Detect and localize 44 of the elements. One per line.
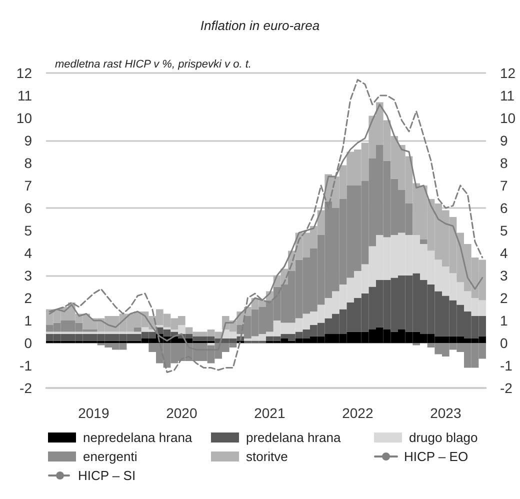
y2-tick-label: 4 xyxy=(500,245,508,261)
y-tick-label: 6 xyxy=(24,200,32,216)
y2-tick-label: 1 xyxy=(500,312,508,328)
y-tick-label: 3 xyxy=(24,268,32,284)
y-tick-label: 5 xyxy=(24,222,32,238)
y-tick-label: 11 xyxy=(17,88,32,104)
y-tick-label: 1 xyxy=(24,312,32,328)
legend-label: storitve xyxy=(246,449,288,464)
y2-tick-label: 0 xyxy=(500,335,508,351)
y2-tick-label: -2 xyxy=(500,380,513,396)
y-tick-label: -1 xyxy=(20,358,32,374)
x-tick-label: 2021 xyxy=(254,405,286,421)
y-tick-label: 2 xyxy=(24,290,32,306)
y2-tick-label: 11 xyxy=(500,88,515,104)
y2-tick-label: 6 xyxy=(500,200,508,216)
legend-label: HICP – EO xyxy=(404,449,468,464)
y-tick-label: 8 xyxy=(24,155,32,171)
y-tick-label: 10 xyxy=(16,110,32,126)
legend-label: predelana hrana xyxy=(246,430,342,445)
y-tick-label: 0 xyxy=(24,335,32,351)
x-tick-label: 2019 xyxy=(78,405,110,421)
x-tick-label: 2023 xyxy=(430,405,462,421)
y2-tick-label: 12 xyxy=(500,65,516,81)
y2-tick-label: 8 xyxy=(500,155,508,171)
legend-label: HICP – SI xyxy=(78,468,136,483)
y-tick-label: -2 xyxy=(20,380,32,396)
y-tick-label: 7 xyxy=(24,178,32,194)
legend-label: energenti xyxy=(83,449,138,464)
y-tick-label: 4 xyxy=(24,245,32,261)
y-tick-label: 12 xyxy=(16,65,32,81)
y2-tick-label: 3 xyxy=(500,268,508,284)
y2-tick-label: 7 xyxy=(500,178,508,194)
chart-title: Inflation in euro-area xyxy=(200,18,320,33)
chart-subtitle: medletna rast HICP v %, prispevki v o. t. xyxy=(55,58,252,70)
legend-label: nepredelana hrana xyxy=(83,430,193,445)
y2-tick-label: -1 xyxy=(500,358,513,374)
y2-tick-label: 9 xyxy=(500,132,508,148)
y2-tick-label: 5 xyxy=(500,222,508,238)
y2-tick-label: 10 xyxy=(500,110,516,126)
legend-label: drugo blago xyxy=(409,430,478,445)
x-tick-label: 2020 xyxy=(166,405,198,421)
x-tick-label: 2022 xyxy=(342,405,374,421)
y-tick-label: 9 xyxy=(24,132,32,148)
y2-tick-label: 2 xyxy=(500,290,508,306)
